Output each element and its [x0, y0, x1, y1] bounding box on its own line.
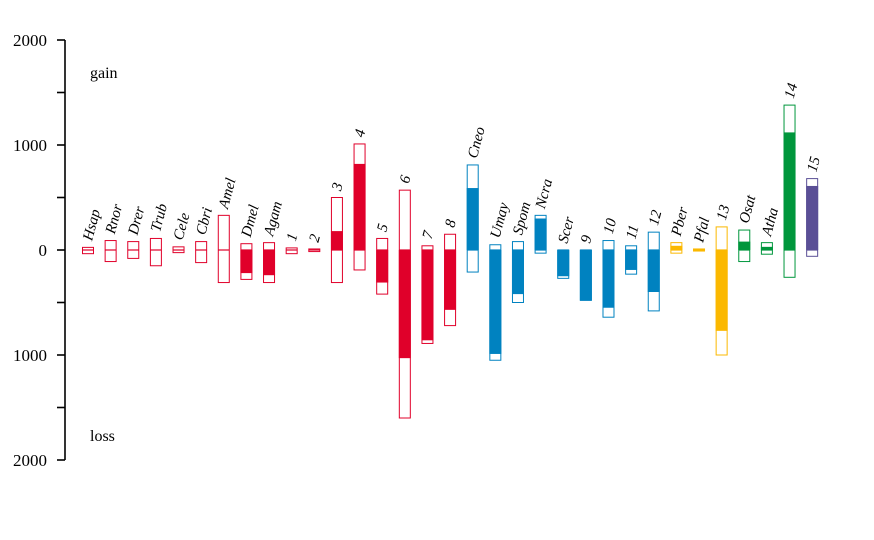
category-label: Pfal — [691, 216, 713, 245]
bar-loss-fill — [579, 250, 592, 301]
category-label: Ncra — [533, 177, 556, 211]
bar-outline — [421, 245, 434, 344]
y-tick-label: 2000 — [13, 451, 47, 470]
category-label: 11 — [624, 223, 643, 241]
category-label: 2 — [307, 232, 325, 244]
bar-gain-fill — [330, 231, 343, 250]
category-label: 4 — [352, 127, 370, 139]
category-label: Agam — [261, 200, 286, 239]
bar-outline — [760, 242, 773, 255]
bar-outline — [466, 164, 479, 273]
bar-outline — [670, 242, 683, 254]
category-label: 15 — [805, 155, 824, 174]
bar-outline — [330, 197, 343, 284]
category-label: 3 — [329, 181, 347, 193]
y-tick-label: 1000 — [13, 346, 47, 365]
category-label: Trub — [148, 201, 171, 233]
bar-outline — [398, 189, 411, 419]
category-label: Dmel — [239, 203, 263, 239]
category-label: Pber — [669, 205, 692, 238]
category-label: Spom — [510, 200, 534, 236]
category-label: Cbri — [194, 206, 217, 237]
gain-annotation: gain — [90, 65, 118, 82]
bar-gain-fill — [806, 185, 819, 250]
bar-outline — [806, 178, 819, 257]
bar-outline — [625, 245, 638, 275]
bar-outline — [149, 237, 162, 267]
bar-outline — [240, 243, 253, 280]
category-label: Scer — [556, 215, 578, 245]
category-label: Osat — [737, 193, 760, 225]
bar-outline — [783, 104, 796, 278]
category-label: 12 — [646, 208, 665, 227]
bar-outline — [511, 241, 524, 304]
bar-loss-fill — [489, 250, 502, 354]
y-tick-label: 1000 — [13, 136, 47, 155]
bar-gain-fill — [738, 241, 751, 250]
category-label: Amel — [216, 176, 240, 211]
bars-group — [82, 104, 819, 419]
bar-gain-fill — [783, 132, 796, 250]
category-label: Cele — [171, 211, 194, 242]
bar-loss-fill — [444, 250, 457, 310]
bar-outline — [104, 240, 117, 263]
bar-outline — [285, 247, 298, 255]
bar-outline — [444, 233, 457, 327]
category-label: 9 — [578, 233, 596, 245]
bar-outline — [715, 226, 728, 356]
loss-annotation: loss — [90, 428, 115, 445]
y-axis: 2000 1000 0 1000 2000 — [13, 31, 66, 470]
bar-loss-fill — [602, 250, 615, 308]
bar-loss-fill — [715, 250, 728, 331]
bar-gain-fill — [760, 246, 773, 250]
bar-gain-fill — [534, 218, 547, 250]
bar-loss-fill — [647, 250, 660, 292]
bar-outline — [489, 244, 502, 361]
category-label: 5 — [375, 222, 393, 234]
category-label: Hsap — [80, 207, 104, 243]
bar-loss-fill — [376, 250, 389, 283]
y-tick-label: 2000 — [13, 31, 47, 50]
category-label: Atha — [759, 206, 782, 238]
bar-outline — [263, 242, 276, 284]
bar-loss-fill — [240, 250, 253, 274]
bar-loss-fill — [557, 250, 570, 277]
category-label: Cneo — [465, 125, 489, 160]
category-label: 8 — [442, 217, 460, 229]
bar-gain-fill — [353, 163, 366, 250]
bar-loss-fill — [421, 250, 434, 341]
bar-outline — [738, 229, 751, 263]
bar-loss-fill — [263, 250, 276, 276]
bar-loss-fill — [511, 250, 524, 295]
category-label: Rnor — [103, 202, 127, 236]
bar-outline — [602, 240, 615, 318]
category-label: Drer — [125, 205, 148, 238]
category-label: 13 — [714, 203, 733, 222]
bar-outline — [376, 237, 389, 295]
bar-outline — [353, 143, 366, 271]
category-label: 1 — [284, 232, 301, 243]
bar-outline — [217, 214, 230, 284]
bar-loss-fill — [398, 250, 411, 359]
bar-outline — [647, 231, 660, 312]
y-tick-label: 0 — [39, 241, 48, 260]
category-label: 14 — [782, 81, 801, 100]
category-label: 6 — [397, 173, 415, 185]
bar-loss-fill — [625, 250, 638, 270]
bar-outline — [195, 241, 208, 264]
category-label: 7 — [420, 228, 438, 241]
category-label: 10 — [601, 216, 620, 235]
bar-gain-fill — [670, 245, 683, 250]
bar-gain-fill — [466, 188, 479, 250]
category-label: Umay — [488, 201, 513, 240]
bar-outline — [534, 214, 547, 254]
